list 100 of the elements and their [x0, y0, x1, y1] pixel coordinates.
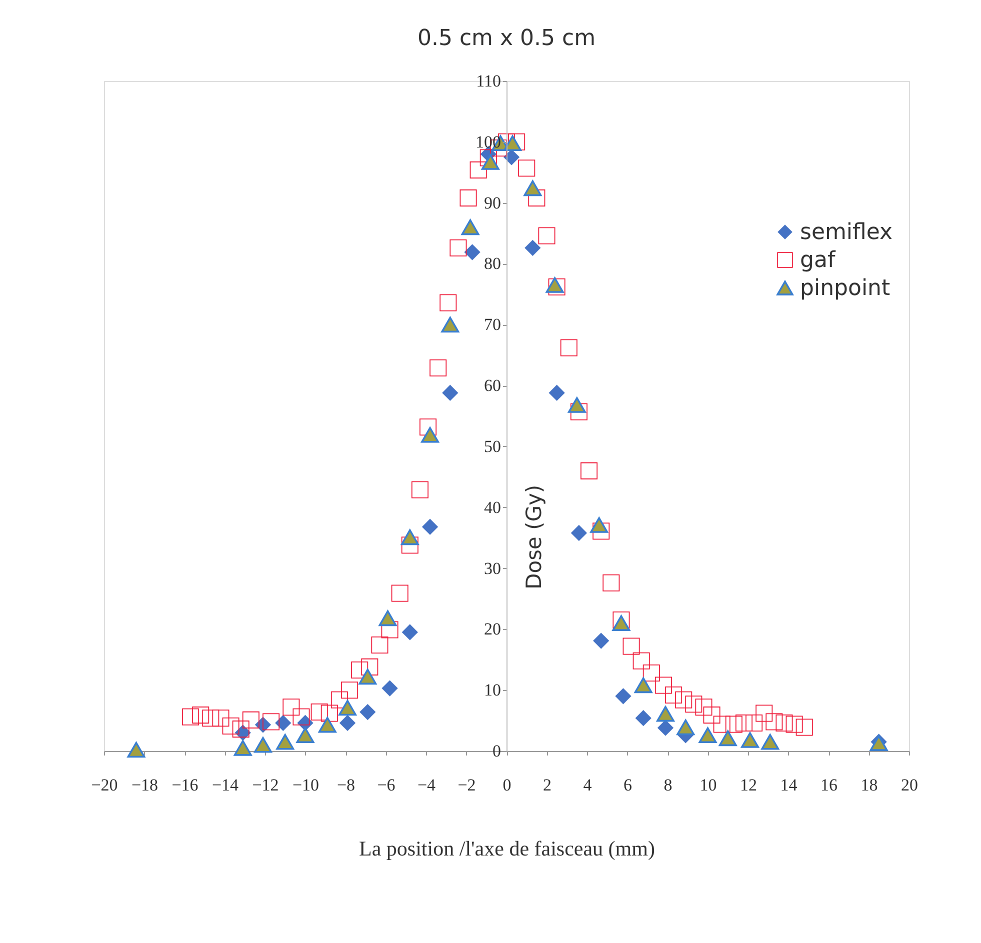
y-tick-label: 90 [484, 193, 501, 212]
x-axis-title: La position /l'axe de faisceau (mm) [359, 836, 655, 860]
y-tick-label: 40 [484, 498, 501, 517]
point [657, 720, 674, 736]
x-tick-label: −16 [172, 776, 198, 794]
point [339, 714, 356, 732]
legend-label: gaf [800, 248, 836, 273]
point [675, 691, 692, 708]
point [570, 403, 588, 420]
point [262, 713, 280, 730]
point [796, 718, 813, 736]
x-tick-label: 12 [740, 776, 757, 794]
x-tick-label: 4 [583, 776, 592, 794]
y-tick-label: 80 [484, 254, 501, 274]
point [642, 664, 660, 682]
legend-label: semiflex [800, 220, 893, 245]
point [460, 189, 477, 206]
point [360, 704, 376, 720]
point [481, 154, 500, 170]
point [635, 710, 652, 726]
x-tick-label: −6 [377, 776, 396, 794]
y-tick-label: 50 [484, 436, 501, 456]
point [222, 718, 240, 735]
point [320, 704, 338, 722]
point [391, 584, 408, 602]
point [232, 720, 250, 738]
y-tick-label: 10 [484, 680, 501, 700]
point [234, 740, 252, 756]
x-tick-label: −2 [458, 776, 476, 794]
point [441, 316, 460, 333]
x-tick-label: −8 [336, 776, 356, 794]
point [538, 227, 556, 244]
point [401, 536, 418, 554]
point [402, 624, 418, 640]
point [518, 160, 536, 177]
chart-title: 0.5 cm x 0.5 cm [417, 26, 596, 51]
point [508, 133, 526, 150]
point [464, 244, 480, 260]
x-tick-label: −10 [292, 776, 320, 794]
point [421, 427, 439, 443]
point [634, 677, 652, 694]
point [580, 462, 598, 480]
point [480, 149, 497, 166]
point [212, 710, 230, 727]
point [382, 680, 398, 696]
y-tick-label: 110 [476, 72, 501, 90]
point [568, 397, 586, 413]
point [442, 384, 458, 401]
point [381, 621, 398, 638]
point [318, 716, 336, 733]
x-tick-label: 2 [543, 776, 552, 794]
point [676, 719, 695, 736]
point [592, 522, 610, 540]
point [602, 574, 620, 592]
point [254, 737, 272, 753]
point [371, 636, 388, 654]
point [440, 294, 457, 312]
legend-label: pinpoint [800, 276, 890, 301]
point [282, 698, 300, 716]
point [560, 339, 578, 356]
point [756, 704, 773, 722]
y-tick-label: 70 [484, 315, 501, 334]
point [632, 652, 650, 670]
x-tick-label: −20 [91, 776, 118, 794]
point [528, 189, 546, 206]
x-tick-label: 10 [700, 776, 717, 794]
x-tick-label: −18 [131, 776, 158, 794]
point [504, 135, 522, 152]
point [330, 691, 348, 708]
point [654, 676, 672, 694]
point [422, 518, 438, 535]
y-tick-label: 60 [484, 376, 501, 396]
point [182, 708, 200, 726]
point [378, 610, 397, 626]
point [713, 716, 730, 733]
point [341, 682, 358, 699]
point [656, 706, 674, 722]
point [570, 524, 588, 542]
x-tick-label: 16 [820, 776, 838, 794]
x-tick-label: −4 [417, 776, 436, 794]
point [461, 219, 480, 236]
point [612, 615, 630, 631]
point [292, 708, 310, 726]
y-tick-label: 30 [484, 558, 501, 578]
point [612, 612, 630, 629]
point [420, 418, 437, 436]
point [361, 658, 378, 676]
point [430, 359, 447, 376]
point [351, 661, 368, 679]
point [786, 716, 803, 733]
point [470, 161, 487, 178]
point [450, 239, 467, 256]
point [411, 481, 428, 498]
point [524, 240, 541, 256]
x-tick-label: −14 [212, 776, 240, 794]
y-axis-title: Dose (Gy) [522, 484, 546, 590]
point [685, 696, 702, 713]
x-tick-label: 14 [780, 776, 798, 794]
y-tick-label: 0 [492, 742, 501, 760]
point [615, 688, 632, 704]
